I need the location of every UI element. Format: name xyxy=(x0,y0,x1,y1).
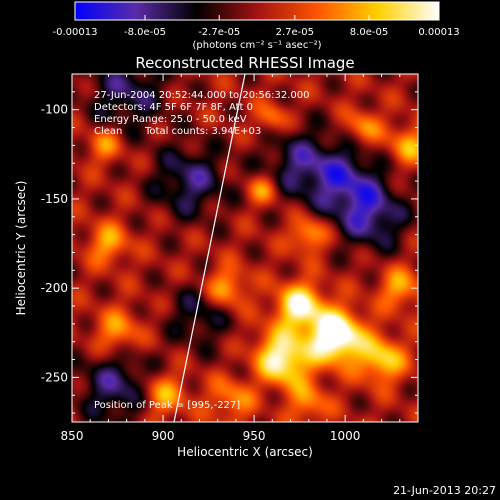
y-tick-label: -250 xyxy=(41,370,68,384)
colorbar-unit-label: (photons cm⁻² s⁻¹ asec⁻²) xyxy=(192,40,321,51)
x-axis-ticks xyxy=(71,74,401,422)
colorbar-tick-label: -8.0e-05 xyxy=(124,27,166,38)
colorbar-tick-label: 2.7e-05 xyxy=(276,27,314,38)
colorbar-tick-label: -0.00013 xyxy=(53,27,98,38)
colorbar-tick-label: 0.00013 xyxy=(418,27,459,38)
chart-title: Reconstructed RHESSI Image xyxy=(135,54,354,72)
x-tick-label: 950 xyxy=(243,429,266,443)
colorbar-tick-label: 8.0e-05 xyxy=(350,27,388,38)
footer-timestamp: 21-Jun-2013 20:27 xyxy=(393,484,496,497)
annotation-peak-position: Position of Peak = [995,-227] xyxy=(94,400,240,411)
colorbar-frame xyxy=(74,1,440,21)
x-axis-tick-labels: 850 900 950 1000 xyxy=(61,429,361,443)
colorbar xyxy=(75,2,439,20)
annotation-total-counts: Total counts: 3.94E+03 xyxy=(144,126,261,137)
annotation-detectors: Detectors: 4F 5F 6F 7F 8F, Att 0 xyxy=(94,102,253,113)
colorbar-ticks xyxy=(74,15,440,20)
solar-limb-curve xyxy=(173,74,246,422)
heatmap-image xyxy=(72,74,418,422)
plot-frame xyxy=(71,73,419,423)
y-tick-label: -200 xyxy=(41,281,68,295)
x-tick-label: 850 xyxy=(61,429,84,443)
y-tick-label: -100 xyxy=(41,103,68,117)
x-axis-label: Heliocentric X (arcsec) xyxy=(177,445,313,459)
annotation-energy-range: Energy Range: 25.0 - 50.0 keV xyxy=(94,114,247,125)
x-tick-label: 1000 xyxy=(330,429,361,443)
colorbar-tick-label: -2.7e-05 xyxy=(198,27,240,38)
y-tick-label: -150 xyxy=(41,192,68,206)
annotation-time-range: 27-Jun-2004 20:52:44.000 to 20:56:32.000 xyxy=(94,90,310,101)
y-axis-ticks xyxy=(72,73,418,414)
y-axis-tick-labels: -100 -150 -200 -250 xyxy=(41,103,68,385)
x-tick-label: 900 xyxy=(152,429,175,443)
colorbar-tick-labels: -0.00013 -8.0e-05 -2.7e-05 2.7e-05 8.0e-05 0.… xyxy=(53,27,460,38)
annotation-clean: Clean xyxy=(94,126,122,137)
y-axis-label: Heliocentric Y (arcsec) xyxy=(14,181,28,316)
